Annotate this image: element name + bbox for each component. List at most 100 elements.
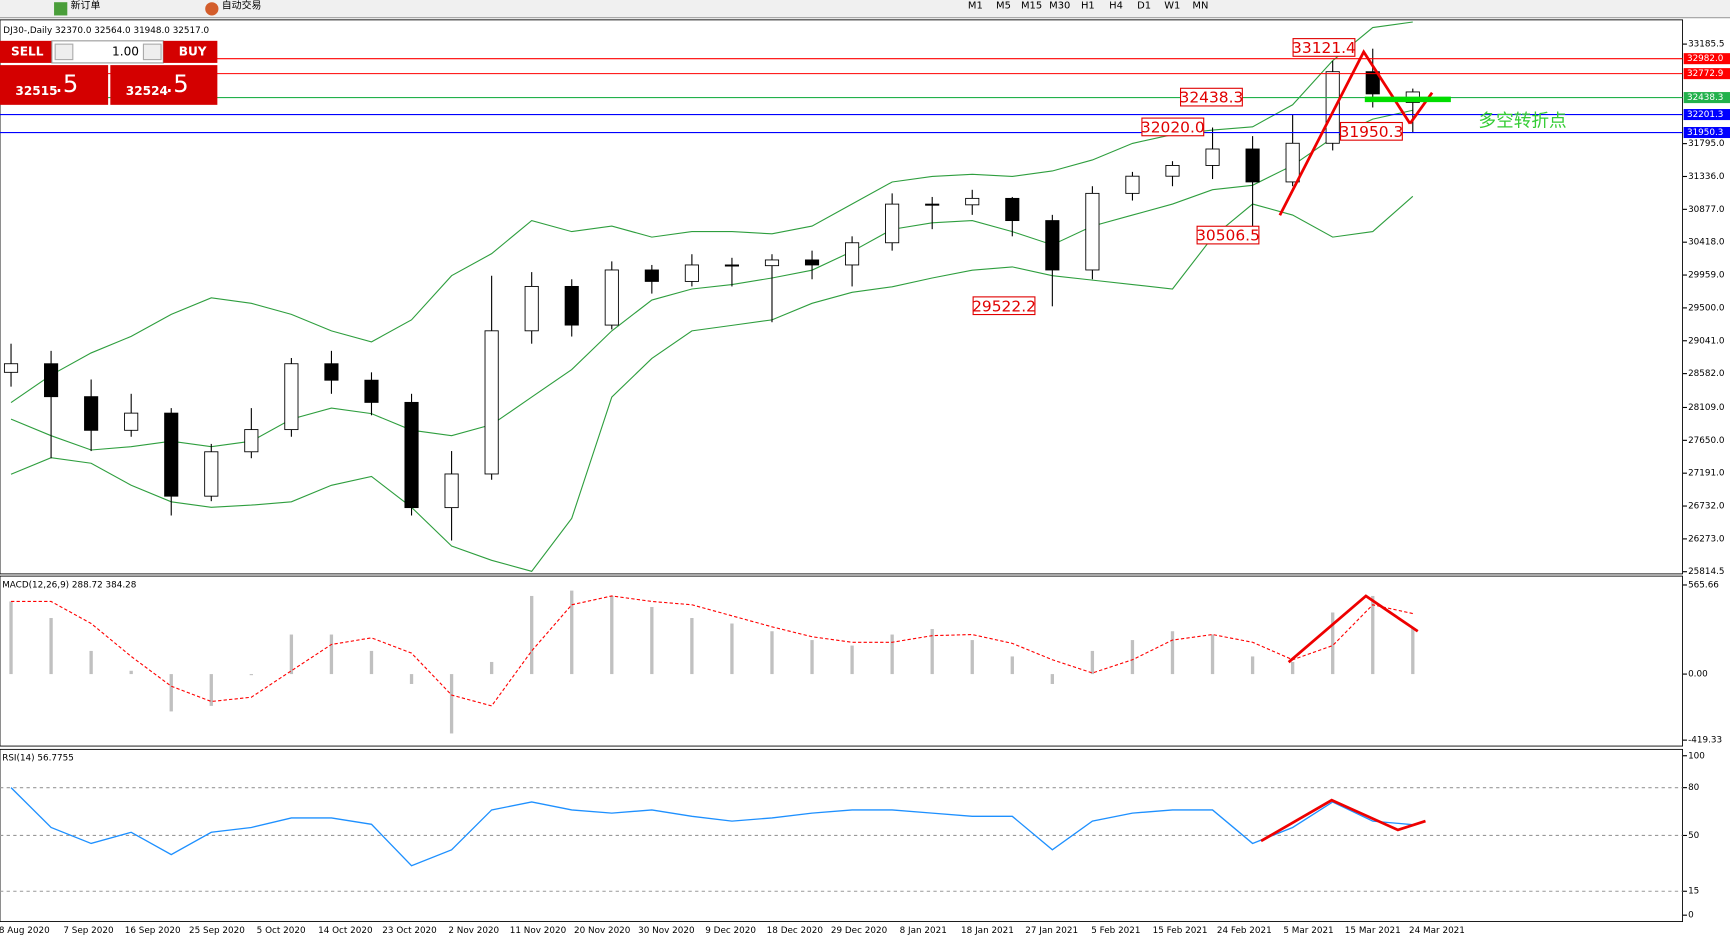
- y-tick-label: 25814.5: [1688, 567, 1724, 577]
- macd-bar: [289, 634, 294, 675]
- candle-body: [965, 197, 980, 206]
- timeframe-button[interactable]: H1: [1081, 1, 1095, 12]
- timeframe-button[interactable]: D1: [1137, 1, 1151, 12]
- candle-body: [3, 363, 19, 373]
- candle-body: [1085, 192, 1100, 271]
- candle-body: [204, 451, 219, 497]
- timeframe-button[interactable]: M1: [968, 1, 983, 12]
- candle-body: [284, 363, 299, 431]
- macd-bar: [489, 661, 494, 675]
- candle-body: [324, 363, 339, 381]
- y-tick-label: -419.33: [1688, 736, 1722, 746]
- auto-trading-icon[interactable]: [205, 2, 219, 16]
- candle-body: [124, 412, 139, 431]
- candle-body: [404, 401, 419, 509]
- macd-bar: [1411, 628, 1415, 675]
- sell-button[interactable]: [0, 40, 52, 63]
- macd-bar: [1250, 656, 1255, 675]
- timeframe-button[interactable]: M30: [1049, 1, 1070, 12]
- x-tick-label: 18 Jan 2021: [961, 926, 1014, 936]
- x-tick-label: 5 Feb 2021: [1091, 926, 1140, 936]
- macd-bar: [930, 629, 934, 675]
- chart-title: DJ30-,Daily 32370.0 32564.0 31948.0 3251…: [3, 25, 209, 35]
- arrow: [1260, 798, 1426, 843]
- candle-body: [524, 285, 539, 332]
- rsi-title: RSI(14) 56.7755: [2, 754, 74, 764]
- price-level-tag: [1683, 68, 1730, 80]
- annotation: 33121.4: [1292, 39, 1356, 57]
- lot-down[interactable]: [54, 43, 74, 61]
- macd-frame: [0, 575, 1683, 747]
- bid-price[interactable]: 32515: [15, 84, 57, 98]
- new-order-icon[interactable]: [54, 2, 68, 16]
- timeframe-button[interactable]: M15: [1021, 1, 1042, 12]
- annotation: 30506.5: [1196, 227, 1260, 245]
- x-tick-label: 24 Mar 2021: [1409, 926, 1465, 936]
- y-tick-label: 29041.0: [1688, 336, 1725, 346]
- ask-box[interactable]: [110, 65, 218, 105]
- lot-up[interactable]: [142, 43, 162, 61]
- price-level-label: 31950.3: [1687, 128, 1723, 138]
- x-tick-label: 15 Mar 2021: [1345, 926, 1401, 936]
- bid-box[interactable]: [0, 65, 109, 105]
- x-tick-label: 23 Oct 2020: [382, 926, 437, 936]
- bid-fraction[interactable]: .5: [55, 69, 78, 98]
- macd-bar: [89, 650, 93, 675]
- annotation-box: [1339, 121, 1403, 141]
- price-level-label: 32201.3: [1687, 110, 1723, 120]
- macd-bar: [1371, 595, 1375, 675]
- macd-bar: [770, 631, 774, 675]
- new-order-button[interactable]: 新订单: [71, 0, 101, 12]
- candle-body: [1245, 148, 1260, 183]
- candle-body: [244, 429, 259, 453]
- y-tick-label: 29500.0: [1688, 303, 1725, 313]
- buy-label[interactable]: BUY: [179, 44, 207, 58]
- bollinger-band: [10, 21, 1413, 404]
- x-tick-label: 27 Jan 2021: [1025, 926, 1078, 936]
- candle-body: [925, 203, 940, 206]
- price-level-tag: [1683, 109, 1730, 121]
- x-tick-label: 14 Oct 2020: [318, 926, 373, 936]
- macd-bar: [449, 674, 454, 734]
- macd-bar: [1090, 650, 1095, 675]
- rsi-line: [10, 787, 1413, 867]
- ask-price[interactable]: 32524: [126, 84, 168, 98]
- macd-bar: [1130, 640, 1135, 675]
- y-tick-label: 80: [1688, 783, 1700, 793]
- macd-bar: [1170, 631, 1175, 675]
- candle-body: [44, 363, 59, 398]
- bollinger-band: [10, 109, 1413, 451]
- turning-note: 多空转折点: [1478, 110, 1566, 131]
- buy-button[interactable]: [163, 40, 218, 63]
- lot-value[interactable]: 1.00: [112, 44, 139, 58]
- x-tick-label: 15 Feb 2021: [1153, 926, 1208, 936]
- x-tick-label: 8 Jan 2021: [900, 926, 947, 936]
- macd-bar: [1290, 661, 1295, 675]
- x-tick-label: 29 Dec 2020: [831, 926, 888, 936]
- macd-bar: [890, 634, 894, 675]
- y-tick-label: 33185.5: [1688, 40, 1724, 50]
- timeframe-button[interactable]: H4: [1109, 1, 1123, 12]
- price-level-tag: [1683, 92, 1730, 104]
- arrow: [1287, 594, 1419, 664]
- candle-body: [724, 264, 740, 267]
- macd-bar: [1010, 656, 1014, 675]
- ask-fraction[interactable]: .5: [165, 69, 188, 98]
- candle-body: [804, 259, 820, 266]
- sell-label[interactable]: SELL: [11, 44, 44, 58]
- macd-title: MACD(12,26,9) 288.72 384.28: [2, 580, 136, 590]
- candle-body: [1005, 197, 1020, 222]
- candle-body: [364, 379, 379, 403]
- candle-body: [164, 412, 179, 497]
- price-level-label: 32772.9: [1687, 69, 1723, 79]
- x-tick-label: 18 Dec 2020: [767, 926, 824, 936]
- timeframe-button[interactable]: W1: [1164, 1, 1180, 12]
- auto-trading-button[interactable]: 自动交易: [222, 0, 262, 12]
- x-tick-label: 5 Mar 2021: [1283, 926, 1333, 936]
- x-tick-label: 20 Nov 2020: [574, 926, 631, 936]
- timeframe-button[interactable]: M5: [996, 1, 1011, 12]
- candle-body: [764, 259, 780, 267]
- one-click-trading: SELL 1.00 BUY 32515 .5 32524 .5: [0, 40, 218, 105]
- timeframe-button[interactable]: MN: [1192, 1, 1208, 12]
- candle-body: [604, 269, 619, 326]
